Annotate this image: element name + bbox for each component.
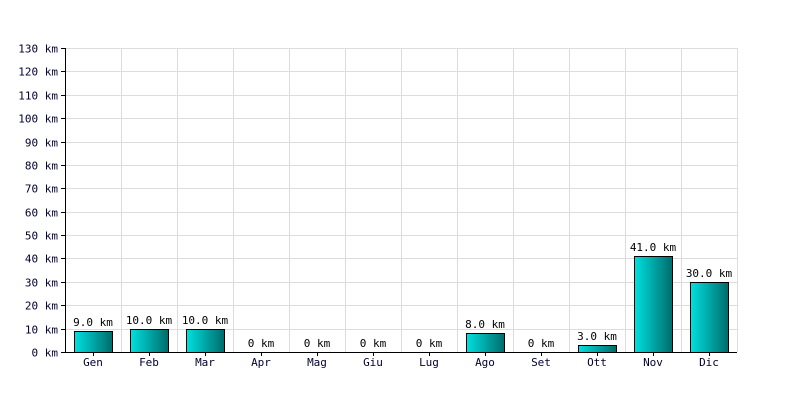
bar-nov bbox=[634, 256, 673, 353]
x-tick-label-ott: Ott bbox=[587, 356, 607, 369]
bar-dic bbox=[690, 282, 729, 353]
data-label-giu: 0 km bbox=[360, 337, 387, 350]
y-tick-label: 120 km bbox=[18, 66, 58, 79]
x-tick-label-dic: Dic bbox=[699, 356, 719, 369]
x-tick-label-giu: Giu bbox=[363, 356, 383, 369]
y-tick-label: 40 km bbox=[25, 253, 58, 266]
data-label-ago: 8.0 km bbox=[465, 318, 505, 331]
bar-gen bbox=[74, 331, 113, 353]
x-tick-label-mar: Mar bbox=[195, 356, 215, 369]
x-tick-label-feb: Feb bbox=[139, 356, 159, 369]
data-label-dic: 30.0 km bbox=[686, 267, 733, 280]
y-tick-label: 80 km bbox=[25, 160, 58, 173]
y-tick-label: 90 km bbox=[25, 137, 58, 150]
bar-ago bbox=[466, 333, 505, 353]
axes bbox=[61, 48, 737, 356]
y-tick-label: 0 km bbox=[32, 347, 59, 360]
data-label-apr: 0 km bbox=[248, 337, 275, 350]
data-label-feb: 10.0 km bbox=[126, 314, 173, 327]
labels: 0 km 10 km 20 km 30 km 40 km 50 km 60 km 70 km 8… bbox=[18, 43, 732, 370]
x-tick-label-nov: Nov bbox=[643, 356, 663, 369]
y-tick-label: 110 km bbox=[18, 90, 58, 103]
x-tick-label-mag: Mag bbox=[307, 356, 327, 369]
data-label-ott: 3.0 km bbox=[577, 330, 617, 343]
x-tick-label-lug: Lug bbox=[419, 356, 439, 369]
grid bbox=[65, 48, 738, 353]
x-tick-label-ago: Ago bbox=[475, 356, 495, 369]
y-tick-label: 10 km bbox=[25, 324, 58, 337]
y-tick-label: 20 km bbox=[25, 300, 58, 313]
y-tick-label: 30 km bbox=[25, 277, 58, 290]
bar-ott bbox=[578, 345, 617, 353]
y-tick-label: 100 km bbox=[18, 113, 58, 126]
data-label-mar: 10.0 km bbox=[182, 314, 229, 327]
x-tick-label-apr: Apr bbox=[251, 356, 271, 369]
data-label-mag: 0 km bbox=[304, 337, 331, 350]
bar-feb bbox=[130, 329, 169, 353]
y-tick-label: 70 km bbox=[25, 183, 58, 196]
data-label-set: 0 km bbox=[528, 337, 555, 350]
data-label-nov: 41.0 km bbox=[630, 241, 677, 254]
data-label-lug: 0 km bbox=[416, 337, 443, 350]
y-tick-label: 60 km bbox=[25, 207, 58, 220]
x-tick-label-set: Set bbox=[531, 356, 551, 369]
bar-mar bbox=[186, 329, 225, 353]
y-tick-label: 130 km bbox=[18, 43, 58, 56]
x-tick-label-gen: Gen bbox=[83, 356, 103, 369]
y-tick-label: 50 km bbox=[25, 230, 58, 243]
data-label-gen: 9.0 km bbox=[73, 316, 113, 329]
